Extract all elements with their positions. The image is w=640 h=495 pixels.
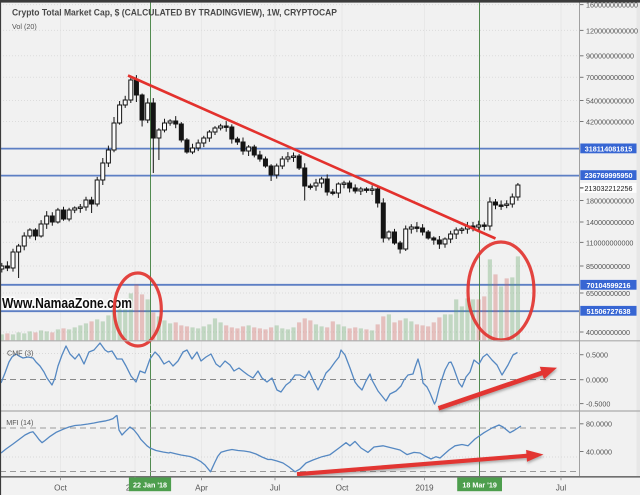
svg-text:0.0000: 0.0000: [586, 376, 608, 385]
svg-text:110000000000: 110000000000: [586, 238, 633, 247]
svg-text:Vol (20): Vol (20): [12, 22, 37, 31]
svg-text:900000000000: 900000000000: [586, 52, 634, 61]
svg-text:Oct: Oct: [336, 483, 349, 492]
svg-text:180000000000: 180000000000: [586, 196, 634, 205]
svg-text:318114081815: 318114081815: [585, 144, 633, 153]
svg-text:0.5000: 0.5000: [586, 351, 608, 360]
svg-text:Jul: Jul: [270, 483, 281, 492]
svg-text:80.0000: 80.0000: [586, 420, 612, 429]
svg-text:Www.NamaaZone.com: Www.NamaaZone.com: [2, 295, 132, 312]
svg-text:236769995950: 236769995950: [585, 171, 633, 180]
svg-text:Jul: Jul: [556, 483, 567, 492]
svg-text:-0.5000: -0.5000: [586, 400, 610, 409]
svg-text:540000000000: 540000000000: [586, 96, 634, 105]
svg-text:65000000000: 65000000000: [586, 289, 630, 298]
svg-text:420000000000: 420000000000: [586, 117, 634, 126]
svg-text:22 Jan '18: 22 Jan '18: [133, 480, 167, 489]
svg-text:85000000000: 85000000000: [586, 262, 630, 271]
svg-text:70104599216: 70104599216: [587, 281, 631, 290]
svg-text:CMF (3): CMF (3): [7, 349, 33, 358]
svg-text:Crypto Total Market Cap, $ (CA: Crypto Total Market Cap, $ (CALCULATED B…: [12, 8, 338, 19]
svg-text:140000000000: 140000000000: [586, 218, 634, 227]
svg-text:40000000000: 40000000000: [586, 328, 630, 337]
svg-text:1600000000000: 1600000000000: [586, 1, 638, 10]
svg-text:51506727638: 51506727638: [587, 307, 631, 316]
svg-text:18 Mar '19: 18 Mar '19: [462, 480, 496, 489]
svg-text:40.0000: 40.0000: [586, 447, 612, 456]
svg-text:Www.NamaaZone.com: Www.NamaaZone.com: [2, 295, 132, 312]
svg-text:700000000000: 700000000000: [586, 73, 634, 82]
svg-text:213032212256: 213032212256: [585, 184, 633, 193]
svg-text:Oct: Oct: [54, 483, 67, 492]
svg-text:2019: 2019: [415, 483, 434, 492]
svg-text:1200000000000: 1200000000000: [586, 26, 638, 35]
svg-text:MFI (14): MFI (14): [6, 418, 33, 427]
svg-text:Apr: Apr: [195, 483, 208, 492]
